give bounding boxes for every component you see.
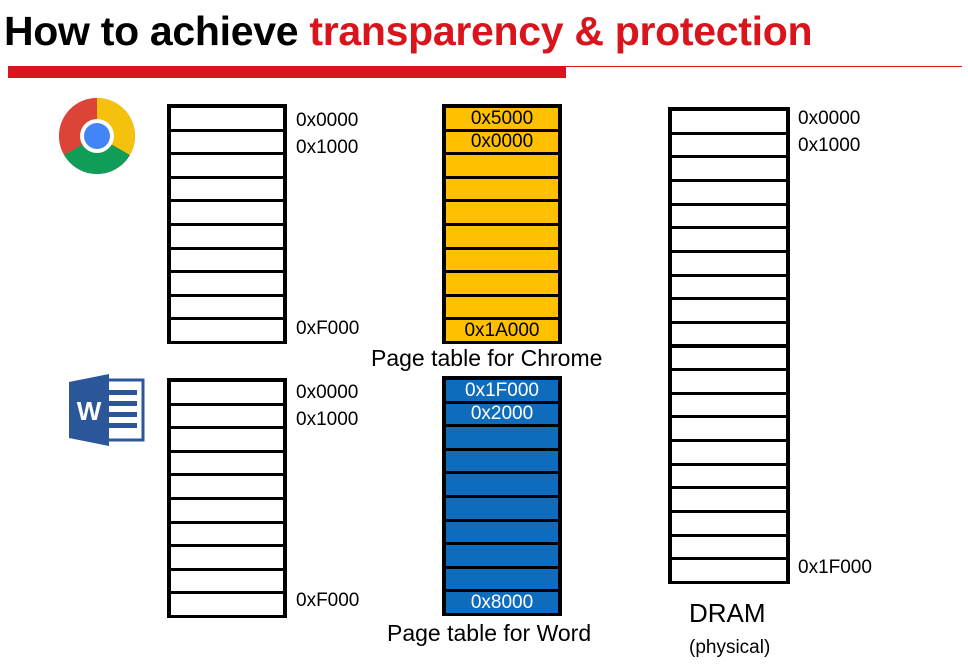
word-vm-cell bbox=[169, 592, 285, 617]
chrome-vm-cell bbox=[169, 200, 285, 225]
dram-cell bbox=[670, 416, 788, 442]
word-pt-cell: 0x1F000 bbox=[444, 378, 560, 403]
chrome-vm-cell bbox=[169, 153, 285, 178]
word-vm-cell bbox=[169, 545, 285, 570]
chrome-page-table: 0x5000 0x0000 0x1A000 bbox=[442, 104, 562, 344]
chrome-vm-cell bbox=[169, 318, 285, 343]
chrome-pt-entry-text: 0x5000 bbox=[470, 107, 534, 129]
chrome-pt-cell bbox=[444, 176, 560, 202]
dram-title: DRAM bbox=[689, 598, 766, 628]
word-pt-cell: 0x2000 bbox=[444, 401, 560, 427]
title-prefix: How to achieve bbox=[4, 8, 310, 54]
dram-cell bbox=[670, 109, 788, 134]
dram-cell bbox=[670, 250, 788, 276]
dram-cell bbox=[670, 298, 788, 323]
chrome-page-table-caption: Page table for Chrome bbox=[371, 345, 603, 371]
chrome-pt-cell bbox=[444, 153, 560, 178]
chrome-pt-cell: 0x5000 bbox=[444, 106, 560, 131]
chrome-vm-label-0xF000: 0xF000 bbox=[296, 318, 360, 339]
dram-cell bbox=[670, 511, 788, 536]
chrome-vm-cell bbox=[169, 247, 285, 273]
chrome-vm-cell bbox=[169, 271, 285, 296]
slide-title: How to achieve transparency & protection bbox=[4, 6, 813, 56]
word-virtual-memory bbox=[167, 378, 287, 618]
chrome-vm-cell bbox=[169, 294, 285, 320]
word-pt-cell bbox=[444, 543, 560, 568]
chrome-pt-entry-text: 0x0000 bbox=[470, 131, 534, 153]
dram-cell bbox=[670, 345, 788, 371]
dram-cell bbox=[670, 227, 788, 252]
dram-label-0x1F000: 0x1F000 bbox=[798, 557, 872, 578]
word-vm-cell bbox=[169, 498, 285, 523]
chrome-pt-cell bbox=[444, 200, 560, 225]
word-vm-cell bbox=[169, 450, 285, 476]
chrome-pt-cell bbox=[444, 271, 560, 296]
word-vm-label-0x0000: 0x0000 bbox=[296, 382, 359, 403]
dram-cell bbox=[670, 321, 788, 347]
title-underline-thin bbox=[566, 66, 962, 67]
chrome-pt-cell bbox=[444, 294, 560, 320]
word-pt-entry-text: 0x8000 bbox=[470, 592, 534, 614]
dram-cell bbox=[670, 369, 788, 394]
title-highlight: transparency & protection bbox=[309, 8, 813, 54]
word-pt-cell bbox=[444, 519, 560, 545]
dram-physical-memory bbox=[668, 107, 790, 584]
chrome-vm-label-0x0000: 0x0000 bbox=[296, 110, 359, 131]
word-vm-cell bbox=[169, 427, 285, 452]
word-pt-cell bbox=[444, 496, 560, 521]
word-vm-cell bbox=[169, 568, 285, 594]
chrome-vm-cell bbox=[169, 129, 285, 155]
chrome-virtual-memory bbox=[167, 104, 287, 344]
dram-cell bbox=[670, 487, 788, 513]
chrome-pt-cell: 0x1A000 bbox=[444, 318, 560, 343]
dram-cell bbox=[670, 132, 788, 158]
title-underline-thick bbox=[8, 66, 566, 78]
dram-cell bbox=[670, 156, 788, 181]
word-pt-entry-text: 0x2000 bbox=[470, 403, 534, 425]
word-pt-cell bbox=[444, 472, 560, 497]
word-pt-cell bbox=[444, 448, 560, 474]
dram-label-0x1000: 0x1000 bbox=[798, 135, 861, 156]
word-page-table: 0x1F000 0x2000 0x8000 bbox=[442, 376, 562, 616]
word-pt-cell bbox=[444, 425, 560, 450]
word-pt-cell: 0x8000 bbox=[444, 590, 560, 615]
word-vm-cell bbox=[169, 521, 285, 547]
word-pt-cell bbox=[444, 566, 560, 592]
chrome-vm-cell bbox=[169, 224, 285, 249]
dram-cell bbox=[670, 179, 788, 205]
chrome-pt-entry-text: 0x1A000 bbox=[464, 320, 540, 342]
word-pt-entry-text: 0x1F000 bbox=[465, 379, 539, 401]
dram-cell bbox=[670, 534, 788, 560]
chrome-pt-cell bbox=[444, 247, 560, 273]
chrome-vm-label-0x1000: 0x1000 bbox=[296, 137, 359, 158]
dram-subtitle: (physical) bbox=[689, 637, 771, 658]
chrome-pt-cell bbox=[444, 224, 560, 249]
word-vm-cell bbox=[169, 403, 285, 429]
chrome-logo-icon bbox=[59, 98, 135, 174]
word-logo-icon: W bbox=[69, 374, 145, 446]
chrome-vm-cell bbox=[169, 106, 285, 131]
dram-cell bbox=[670, 274, 788, 300]
chrome-vm-cell bbox=[169, 176, 285, 202]
svg-text:W: W bbox=[77, 396, 102, 426]
word-vm-cell bbox=[169, 474, 285, 499]
dram-cell bbox=[670, 440, 788, 465]
chrome-pt-cell: 0x0000 bbox=[444, 129, 560, 155]
dram-label-0x0000: 0x0000 bbox=[798, 108, 861, 129]
dram-cell bbox=[670, 463, 788, 489]
dram-cell bbox=[670, 392, 788, 418]
dram-cell bbox=[670, 203, 788, 229]
word-vm-label-0x1000: 0x1000 bbox=[296, 409, 359, 430]
word-page-table-caption: Page table for Word bbox=[387, 620, 592, 646]
dram-cell bbox=[670, 558, 788, 583]
word-vm-cell bbox=[169, 380, 285, 405]
word-vm-label-0xF000: 0xF000 bbox=[296, 590, 360, 611]
